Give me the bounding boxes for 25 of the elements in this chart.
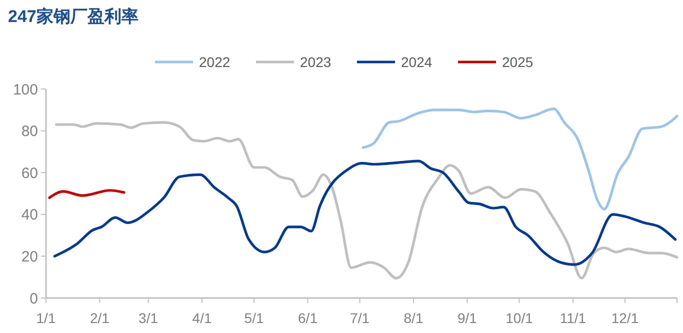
- x-tick-label: 6/1: [298, 310, 318, 326]
- x-tick-label: 5/1: [244, 310, 264, 326]
- x-tick-label: 12/1: [611, 310, 639, 326]
- x-tick-label: 1/1: [36, 310, 56, 326]
- x-tick-label: 7/1: [350, 310, 370, 326]
- y-tick-label: 40: [21, 206, 38, 224]
- legend-label: 2023: [300, 54, 332, 70]
- y-tick-label: 0: [30, 290, 38, 308]
- chart-title: 247家钢厂盈利率: [8, 7, 138, 26]
- y-tick-label: 100: [12, 81, 38, 98]
- x-tick-label: 3/1: [138, 310, 158, 326]
- x-tick-label: 9/1: [458, 310, 478, 326]
- x-tick-label: 10/1: [506, 310, 534, 326]
- legend-label: 2025: [502, 54, 534, 70]
- legend-label: 2024: [401, 54, 432, 70]
- x-tick-label: 8/1: [404, 310, 424, 326]
- y-tick-label: 60: [21, 164, 38, 182]
- line-series: [362, 108, 678, 210]
- y-tick-label: 20: [21, 248, 38, 266]
- x-tick-label: 11/1: [560, 310, 586, 326]
- y-tick-label: 80: [21, 123, 38, 140]
- legend-label: 2022: [199, 54, 230, 70]
- x-tick-label: 4/1: [192, 310, 212, 326]
- line-series: [48, 189, 126, 199]
- x-tick-label: 2/1: [90, 310, 110, 326]
